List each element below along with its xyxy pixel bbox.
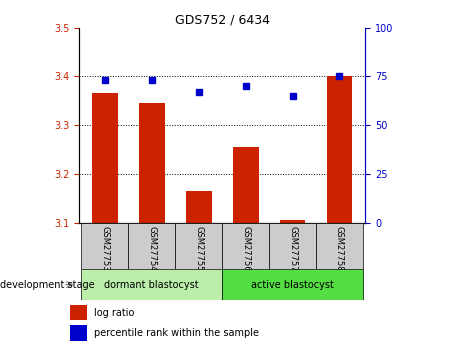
- Bar: [280, 220, 305, 223]
- Text: development stage: development stage: [0, 280, 95, 289]
- Text: active blastocyst: active blastocyst: [251, 280, 334, 289]
- Text: dormant blastocyst: dormant blastocyst: [104, 280, 199, 289]
- Bar: [92, 93, 118, 223]
- Bar: [222, 223, 269, 269]
- Text: log ratio: log ratio: [94, 308, 134, 318]
- Bar: [81, 269, 222, 300]
- Text: GSM27753: GSM27753: [100, 226, 109, 272]
- Bar: [70, 305, 87, 320]
- Text: GSM27758: GSM27758: [335, 226, 344, 272]
- Bar: [81, 223, 128, 269]
- Bar: [269, 223, 316, 269]
- Text: GSM27756: GSM27756: [241, 226, 250, 272]
- Text: percentile rank within the sample: percentile rank within the sample: [94, 328, 258, 338]
- Bar: [186, 191, 212, 223]
- Bar: [327, 76, 352, 223]
- Bar: [139, 103, 165, 223]
- Bar: [175, 223, 222, 269]
- Text: GSM27754: GSM27754: [147, 226, 156, 272]
- Bar: [233, 147, 258, 223]
- Title: GDS752 / 6434: GDS752 / 6434: [175, 13, 270, 27]
- Bar: [222, 269, 363, 300]
- Text: GSM27757: GSM27757: [288, 226, 297, 272]
- Bar: [128, 223, 175, 269]
- Bar: [316, 223, 363, 269]
- Text: GSM27755: GSM27755: [194, 226, 203, 272]
- Bar: [70, 325, 87, 341]
